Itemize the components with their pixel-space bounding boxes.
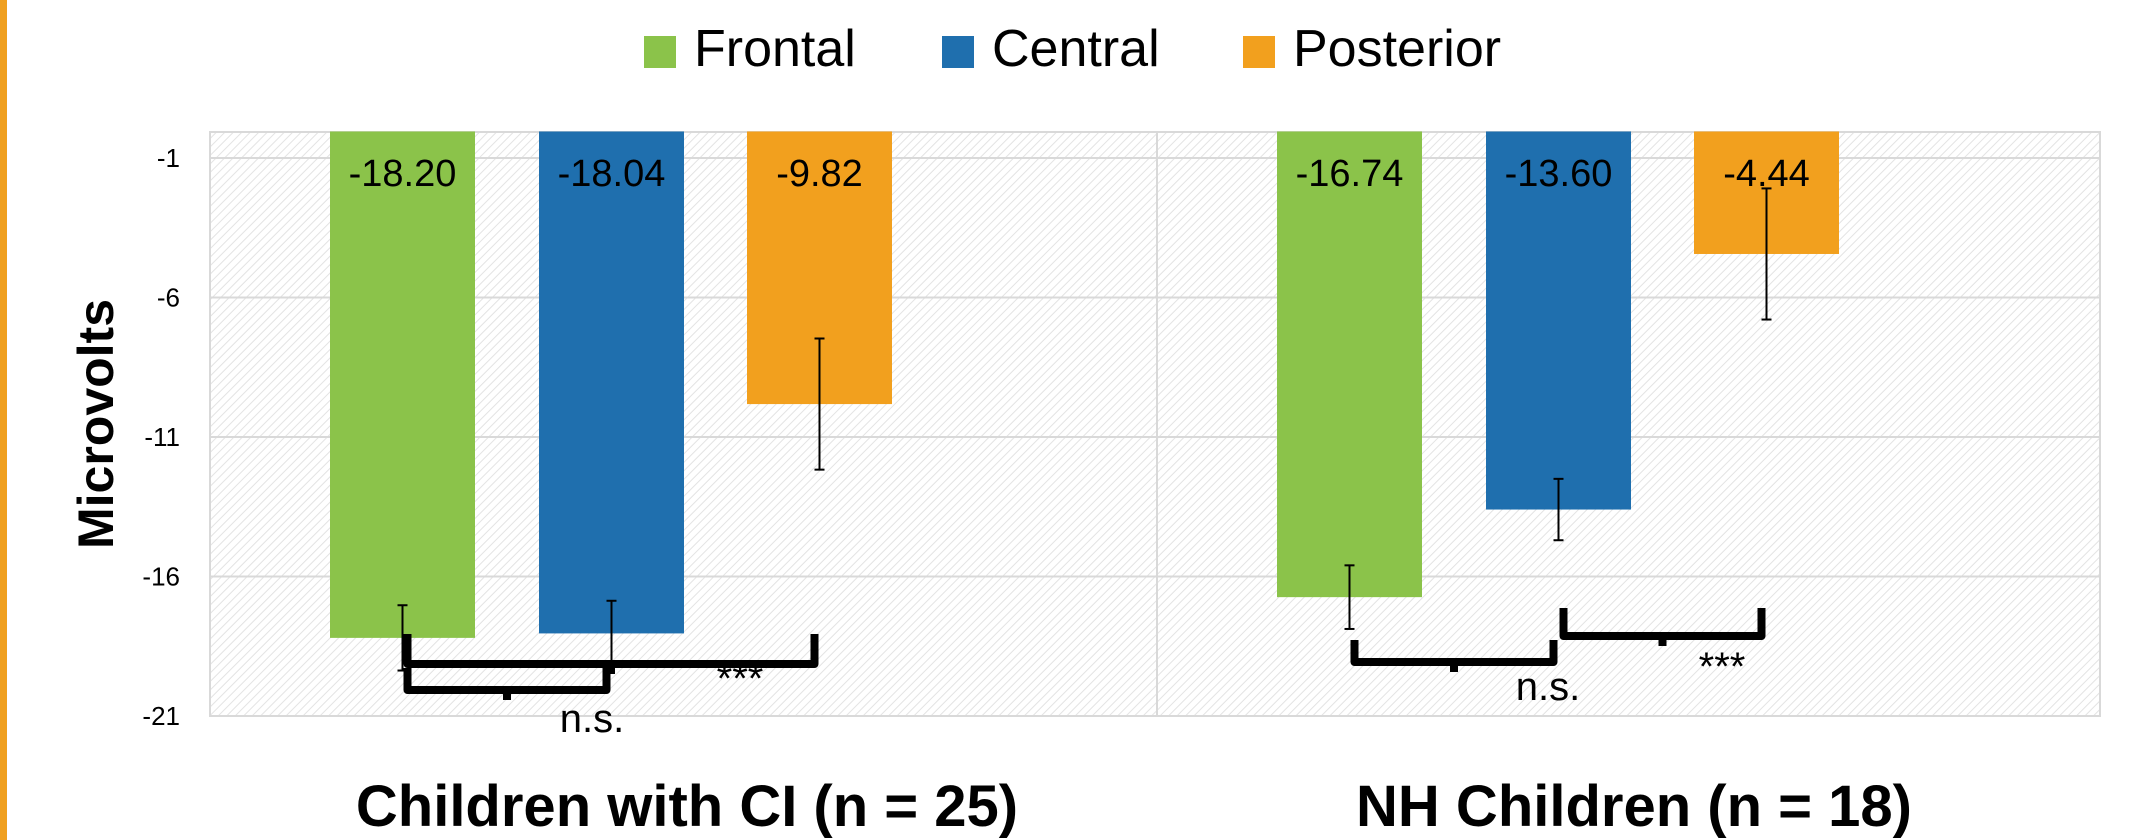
category-label: NH Children (n = 18) bbox=[1356, 774, 1912, 839]
y-axis-label: Microvolts bbox=[68, 299, 124, 549]
bar-frontal bbox=[1277, 131, 1422, 598]
error-bars bbox=[397, 187, 1772, 672]
y-tick-label: -11 bbox=[144, 422, 180, 452]
legend-swatch-central bbox=[942, 36, 974, 68]
y-tick-label: -21 bbox=[142, 701, 180, 731]
significance-annotations: n.s. *** n.s. *** bbox=[403, 608, 1766, 741]
significance-label: n.s. bbox=[560, 697, 624, 741]
legend-label: Central bbox=[992, 20, 1160, 78]
legend-swatch-frontal bbox=[644, 36, 676, 68]
data-label: -18.20 bbox=[349, 153, 457, 195]
data-label: -4.44 bbox=[1723, 153, 1810, 195]
y-tick-label: -6 bbox=[157, 283, 180, 313]
bar-central bbox=[1486, 131, 1631, 510]
data-labels: -18.20 -16.74 -18.04 -13.60 -9.82 -4.44 bbox=[349, 153, 1810, 195]
category-label: Children with CI (n = 25) bbox=[356, 774, 1018, 839]
x-axis-category-labels: Children with CI (n = 25) NH Children (n … bbox=[356, 774, 1912, 839]
data-label: -13.60 bbox=[1505, 153, 1613, 195]
y-tick-label: -1 bbox=[157, 143, 180, 173]
legend-label: Posterior bbox=[1293, 20, 1501, 78]
y-axis-ticks: -1 -6 -11 -16 -21 bbox=[142, 143, 180, 731]
data-label: -16.74 bbox=[1296, 153, 1404, 195]
significance-label: n.s. bbox=[1516, 665, 1580, 709]
bar-central bbox=[539, 131, 684, 634]
legend: Frontal Central Posterior bbox=[644, 20, 1501, 78]
bars bbox=[330, 131, 1839, 638]
data-label: -9.82 bbox=[776, 153, 863, 195]
gridlines bbox=[210, 157, 2100, 717]
bar-frontal bbox=[330, 131, 475, 638]
legend-swatch-posterior bbox=[1243, 36, 1275, 68]
y-tick-label: -16 bbox=[142, 562, 180, 592]
legend-label: Frontal bbox=[694, 20, 856, 78]
accent-strip bbox=[0, 0, 7, 840]
data-label: -18.04 bbox=[558, 153, 666, 195]
significance-label: *** bbox=[1699, 645, 1746, 689]
significance-label: *** bbox=[717, 657, 764, 701]
